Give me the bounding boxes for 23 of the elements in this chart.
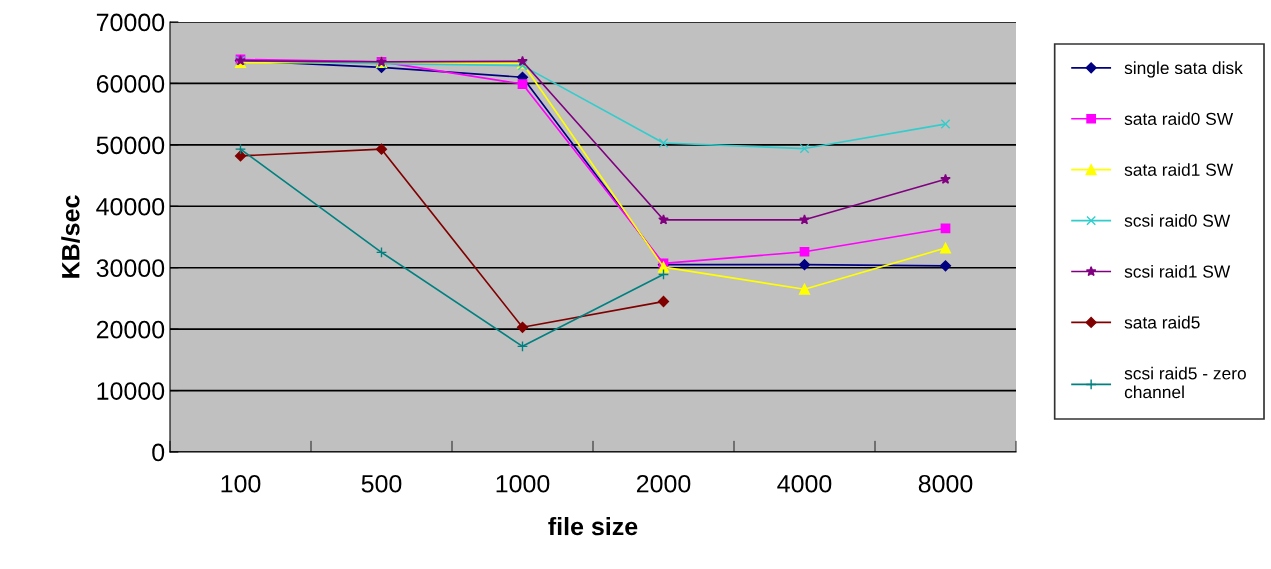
- x-tick-label: 8000: [918, 474, 973, 493]
- x-axis-title: file size: [548, 516, 638, 536]
- x-tick-label: 1000: [496, 474, 550, 493]
- legend-label: sata raid5: [1124, 315, 1200, 329]
- y-tick-label: 20000: [96, 320, 165, 339]
- x-tick-label: 100: [221, 474, 261, 493]
- y-tick-label: 10000: [97, 382, 165, 400]
- legend-label: scsi raid1 SW: [1124, 264, 1231, 278]
- y-axis-title: KB/sec: [61, 195, 80, 278]
- legend-label: scsi raid0 SW: [1124, 214, 1231, 227]
- y-tick-label: 0: [152, 443, 165, 462]
- legend-label: sata raid0 SW: [1124, 112, 1234, 125]
- x-tick-label: 2000: [636, 474, 691, 493]
- y-tick-label: 60000: [96, 75, 165, 93]
- y-tick-label: 50000: [96, 136, 165, 155]
- y-tick-label: 70000: [96, 13, 165, 32]
- legend-label: single sata disk: [1124, 61, 1243, 78]
- legend-label: sata raid1 SW: [1124, 163, 1234, 176]
- y-tick-label: 30000: [96, 259, 165, 278]
- legend-label: scsi raid5 - zero channel: [1124, 366, 1246, 399]
- x-tick-label: 4000: [777, 474, 832, 493]
- y-tick-label: 40000: [96, 197, 165, 216]
- x-tick-label: 500: [361, 474, 402, 493]
